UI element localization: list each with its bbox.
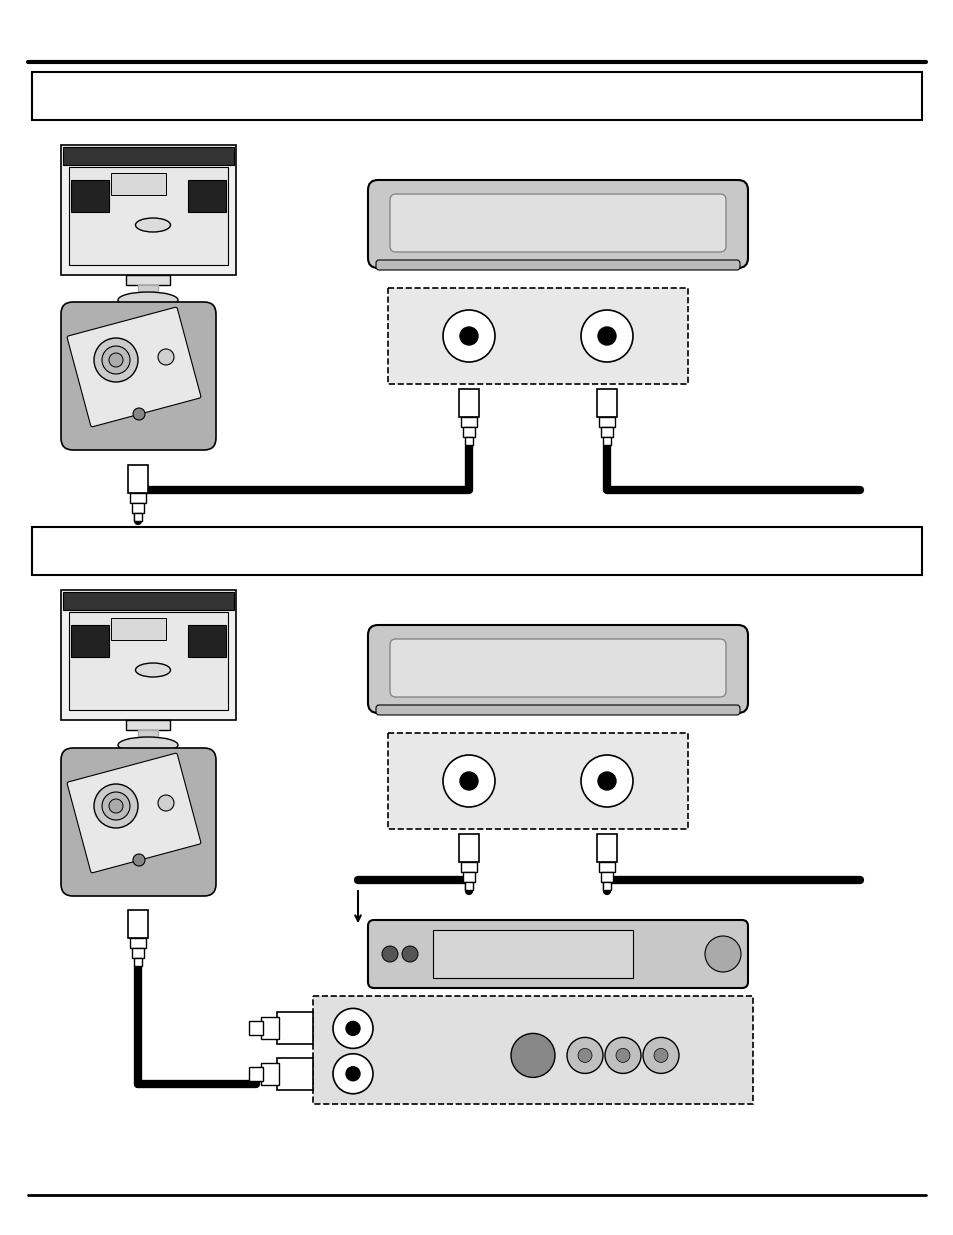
Bar	[261, 1063, 278, 1084]
Ellipse shape	[135, 663, 171, 677]
Circle shape	[132, 408, 145, 420]
Bar	[69, 613, 228, 710]
Bar	[458, 389, 478, 417]
Bar	[249, 1021, 263, 1035]
Bar	[462, 872, 475, 882]
Circle shape	[381, 946, 397, 962]
Circle shape	[598, 327, 616, 345]
Bar	[600, 427, 613, 437]
FancyBboxPatch shape	[61, 303, 215, 450]
Circle shape	[604, 1037, 640, 1073]
FancyBboxPatch shape	[67, 308, 200, 427]
Bar	[128, 466, 148, 493]
Bar	[69, 167, 228, 266]
Circle shape	[459, 772, 477, 790]
Bar	[313, 995, 752, 1104]
Bar	[126, 275, 170, 285]
Circle shape	[642, 1037, 679, 1073]
FancyBboxPatch shape	[368, 920, 747, 988]
Bar	[111, 173, 166, 195]
Bar	[388, 288, 687, 384]
Bar	[133, 513, 142, 521]
Bar	[126, 720, 170, 730]
FancyBboxPatch shape	[67, 753, 200, 873]
Circle shape	[333, 1053, 373, 1094]
Circle shape	[459, 327, 477, 345]
Ellipse shape	[118, 737, 178, 753]
Circle shape	[158, 350, 173, 366]
Bar	[460, 417, 476, 427]
Circle shape	[94, 784, 138, 827]
Bar	[388, 734, 687, 829]
Circle shape	[94, 338, 138, 382]
Circle shape	[102, 792, 130, 820]
FancyBboxPatch shape	[390, 638, 725, 697]
Circle shape	[580, 755, 633, 806]
Bar	[71, 625, 109, 657]
Bar	[71, 180, 109, 212]
Bar	[132, 503, 144, 513]
Bar	[598, 862, 615, 872]
Bar	[458, 834, 478, 862]
Bar	[32, 527, 921, 576]
FancyBboxPatch shape	[375, 705, 740, 715]
Bar	[462, 427, 475, 437]
FancyBboxPatch shape	[61, 748, 215, 897]
Ellipse shape	[135, 219, 171, 232]
Bar	[63, 147, 233, 165]
FancyBboxPatch shape	[375, 261, 740, 270]
Circle shape	[654, 1049, 667, 1062]
Bar	[63, 592, 233, 610]
Bar	[188, 625, 226, 657]
Bar	[138, 730, 158, 745]
Circle shape	[333, 1009, 373, 1049]
Circle shape	[109, 353, 123, 367]
Bar	[138, 285, 158, 300]
Bar	[32, 72, 921, 120]
Circle shape	[598, 772, 616, 790]
Circle shape	[132, 853, 145, 866]
Bar	[61, 144, 235, 275]
Bar	[188, 180, 226, 212]
FancyBboxPatch shape	[368, 625, 747, 713]
Circle shape	[102, 346, 130, 374]
Bar	[132, 948, 144, 958]
Bar	[597, 834, 617, 862]
Circle shape	[442, 755, 495, 806]
Circle shape	[578, 1049, 592, 1062]
Bar	[600, 872, 613, 882]
Circle shape	[566, 1037, 602, 1073]
Bar	[61, 590, 235, 720]
Bar	[464, 882, 473, 890]
Bar	[130, 939, 146, 948]
Ellipse shape	[118, 291, 178, 308]
Bar	[128, 910, 148, 939]
Circle shape	[442, 310, 495, 362]
Bar	[602, 437, 610, 445]
Bar	[433, 930, 633, 978]
Bar	[602, 882, 610, 890]
Circle shape	[158, 795, 173, 811]
Circle shape	[704, 936, 740, 972]
Bar	[133, 958, 142, 966]
Circle shape	[401, 946, 417, 962]
Bar	[597, 389, 617, 417]
Bar	[261, 1018, 278, 1040]
FancyBboxPatch shape	[390, 194, 725, 252]
Bar	[249, 1067, 263, 1081]
Bar	[276, 1013, 313, 1045]
Bar	[130, 493, 146, 503]
Circle shape	[346, 1067, 359, 1081]
Circle shape	[511, 1034, 555, 1077]
FancyBboxPatch shape	[368, 180, 747, 268]
Bar	[598, 417, 615, 427]
Bar	[276, 1057, 313, 1089]
Circle shape	[346, 1021, 359, 1035]
Bar	[464, 437, 473, 445]
Circle shape	[616, 1049, 629, 1062]
Circle shape	[109, 799, 123, 813]
Bar	[111, 618, 166, 640]
Bar	[460, 862, 476, 872]
Circle shape	[580, 310, 633, 362]
